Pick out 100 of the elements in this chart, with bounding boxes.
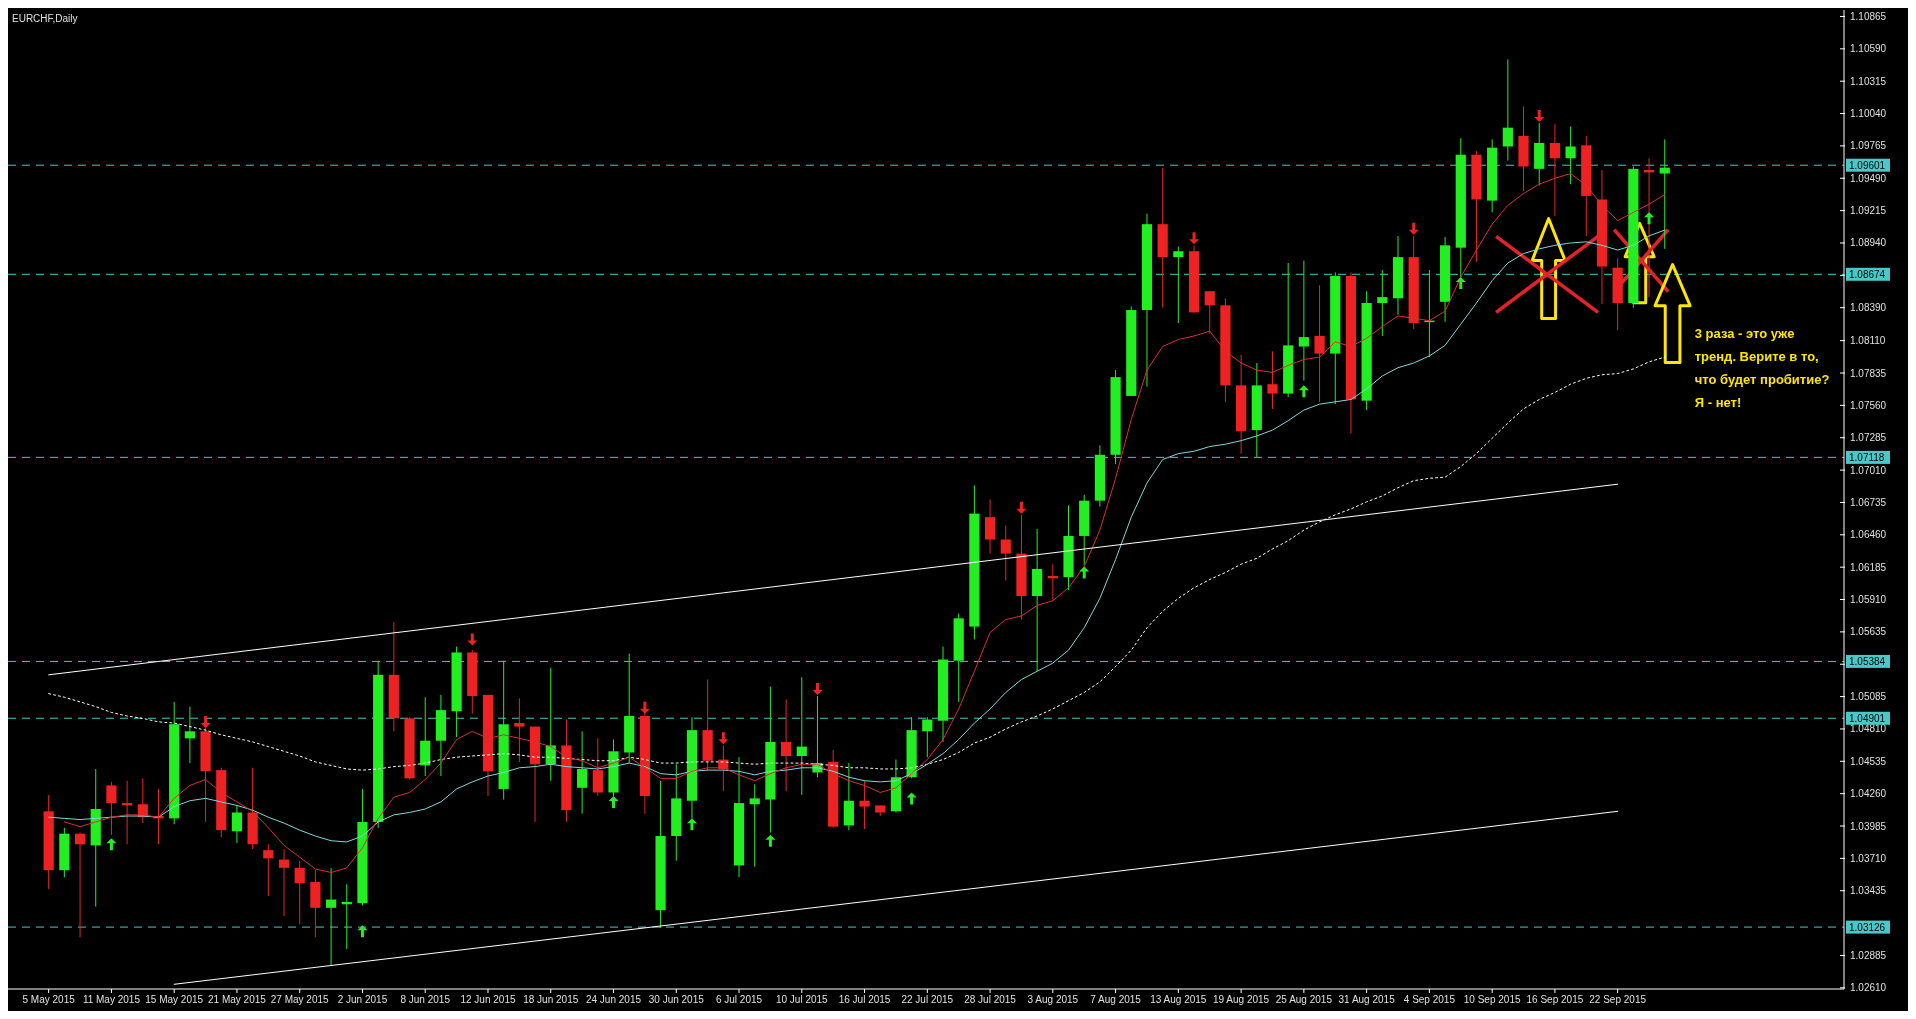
candlestick [278, 848, 290, 917]
x-tick-label: 4 Sep 2015 [1403, 994, 1456, 1005]
candlestick [1204, 290, 1215, 335]
candlestick [1549, 123, 1561, 217]
y-tick-label: 1.10590 [1850, 43, 1887, 55]
x-tick-label: 25 Aug 2015 [1275, 994, 1333, 1005]
candlestick [984, 499, 996, 555]
y-tick-label: 1.05085 [1850, 691, 1887, 703]
x-tick-label: 22 Jul 2015 [901, 994, 954, 1005]
ref-line-label: 1.08674 [1849, 268, 1886, 280]
line-series [48, 356, 1666, 771]
x-tick-label: 12 Jun 2015 [460, 994, 516, 1005]
y-tick-label: 1.04810 [1850, 723, 1887, 735]
point [1408, 222, 1419, 235]
point [1455, 276, 1466, 289]
y-tick-label: 1.06185 [1850, 561, 1887, 573]
y-tick-label: 1.09490 [1850, 172, 1887, 184]
y-tick-label: 1.08940 [1850, 237, 1887, 249]
x-tick-label: 22 Sep 2015 [1589, 994, 1647, 1005]
point [106, 838, 117, 851]
x-tick-label: 21 May 2015 [208, 994, 267, 1005]
candlestick [1298, 260, 1309, 382]
candlestick [577, 730, 588, 815]
point [1534, 109, 1545, 122]
candlestick [294, 860, 305, 925]
y-tick-label: 1.04260 [1850, 788, 1887, 800]
y-tick-label: 1.07560 [1850, 399, 1887, 411]
y-tick-label: 1.08390 [1850, 302, 1887, 314]
y-tick-label: 1.05635 [1850, 626, 1887, 638]
candlestick [859, 780, 870, 830]
candlestick [106, 781, 117, 836]
candlestick [184, 706, 195, 764]
point [200, 715, 211, 728]
candlestick [1377, 269, 1388, 337]
y-tick-label: 1.10315 [1850, 75, 1887, 87]
y-tick-label: 1.06460 [1850, 529, 1887, 541]
candlestick [514, 697, 525, 763]
x-tick-label: 16 Jul 2015 [838, 994, 891, 1005]
y-tick-label: 1.07285 [1850, 432, 1887, 444]
candlestick [1000, 524, 1011, 582]
x-tick-label: 24 Jun 2015 [585, 994, 642, 1005]
point [1189, 232, 1200, 245]
candlestick [74, 832, 86, 938]
x-tick-label: 19 Aug 2015 [1213, 994, 1270, 1005]
x-tick-label: 8 Jun 2015 [400, 994, 451, 1005]
candlestick [781, 699, 792, 792]
y-tick-label: 1.09765 [1850, 140, 1887, 152]
point [812, 682, 823, 695]
x-tick-label: 18 Jun 2015 [523, 994, 579, 1005]
candlestick [749, 783, 760, 868]
y-tick-label: 1.10865 [1850, 10, 1887, 22]
point [357, 925, 368, 938]
x-tick-label: 10 Sep 2015 [1463, 994, 1521, 1005]
candlestick [1173, 246, 1184, 324]
y-tick-label: 1.02610 [1850, 982, 1887, 994]
candlestick [592, 737, 603, 797]
x-tick-label: 31 Aug 2015 [1338, 994, 1396, 1005]
x-tick-label: 28 Jul 2015 [964, 994, 1017, 1005]
y-tick-label: 1.09215 [1850, 205, 1887, 217]
candlestick [325, 867, 337, 966]
y-tick-label: 1.06735 [1850, 496, 1887, 508]
candlestick [1267, 350, 1278, 410]
y-tick-label: 1.08110 [1850, 335, 1886, 347]
x-tick-label: 5 May 2015 [22, 994, 76, 1005]
candlestick [1314, 284, 1325, 403]
candlestick [1659, 138, 1670, 250]
x-tick-label: 15 May 2015 [145, 994, 204, 1005]
candlestick [922, 716, 933, 758]
y-tick-label: 1.02885 [1850, 949, 1887, 961]
ref-line-label: 1.04901 [1849, 712, 1886, 724]
candlestick [796, 676, 807, 796]
candlestick [263, 843, 274, 897]
x-tick-label: 30 Jun 2015 [648, 994, 705, 1005]
x-tick-label: 6 Jul 2015 [715, 994, 763, 1005]
y-tick-label: 1.04535 [1850, 755, 1887, 767]
x-tick-label: 16 Sep 2015 [1526, 994, 1584, 1005]
y-tick-label: 1.07835 [1850, 367, 1887, 379]
x-tick-label: 7 Aug 2015 [1090, 994, 1142, 1005]
candlestick [1565, 125, 1576, 185]
point [1016, 501, 1027, 514]
x-tick-label: 10 Jul 2015 [775, 994, 829, 1005]
y-tick-label: 1.10040 [1850, 108, 1887, 120]
y-tick-label: 1.03985 [1850, 820, 1887, 832]
point [718, 732, 729, 745]
x-tick-label: 2 Jun 2015 [337, 994, 388, 1005]
candlestick [1502, 58, 1513, 162]
ref-line-label: 1.07118 [1849, 451, 1885, 463]
candlestick [231, 804, 243, 844]
ref-line-label: 1.05384 [1849, 655, 1886, 667]
x-tick-label: 11 May 2015 [82, 994, 141, 1005]
text: 3 раза - это уже тренд. Верите в то, что будет пробитие? Я - нет! [1694, 325, 1830, 410]
y-tick-label: 1.03435 [1850, 885, 1887, 897]
point [765, 834, 776, 847]
x-tick-label: 3 Aug 2015 [1027, 994, 1079, 1005]
ref-line-label: 1.03126 [1849, 921, 1886, 933]
y-tick-label: 1.07010 [1850, 464, 1887, 476]
point [608, 795, 619, 808]
x-tick-label: 27 May 2015 [270, 994, 330, 1005]
ref-line-label: 1.09601 [1849, 159, 1886, 171]
x-tick-label: 13 Aug 2015 [1150, 994, 1207, 1005]
